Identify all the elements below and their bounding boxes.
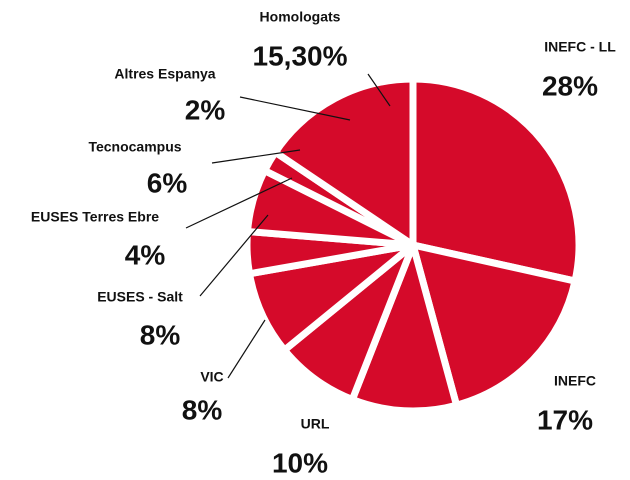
slice-value: 8% <box>182 394 223 425</box>
slice-name: VIC <box>200 369 223 385</box>
leader-line <box>239 96 351 121</box>
slice-value: 17% <box>537 404 593 435</box>
slice-name: EUSES Terres Ebre <box>31 209 159 225</box>
pie-slice <box>409 241 579 409</box>
slice-value: 6% <box>147 167 188 198</box>
slice-name: Tecnocampus <box>88 139 181 155</box>
leader-line <box>185 177 293 229</box>
slice-name: INEFC - LL <box>544 39 616 55</box>
slice-value: 10% <box>272 447 328 478</box>
slice-name: URL <box>301 416 330 432</box>
leader-line <box>199 214 269 297</box>
pie-slice <box>271 75 417 249</box>
slice-value: 4% <box>125 239 166 270</box>
slice-name: EUSES - Salt <box>97 289 183 305</box>
leader-line <box>211 149 301 164</box>
slice-value: 28% <box>542 70 598 101</box>
slice-value: 15,30% <box>253 40 348 71</box>
slice-name: Homologats <box>260 9 341 25</box>
pie-slice <box>348 241 461 415</box>
slice-value: 2% <box>185 94 226 125</box>
slice-name: INEFC <box>554 373 596 389</box>
leader-line <box>227 319 266 379</box>
leader-line <box>367 73 391 107</box>
slice-value: 8% <box>140 319 181 350</box>
slice-name: Altres Espanya <box>114 66 215 82</box>
pie-slice <box>409 75 583 285</box>
